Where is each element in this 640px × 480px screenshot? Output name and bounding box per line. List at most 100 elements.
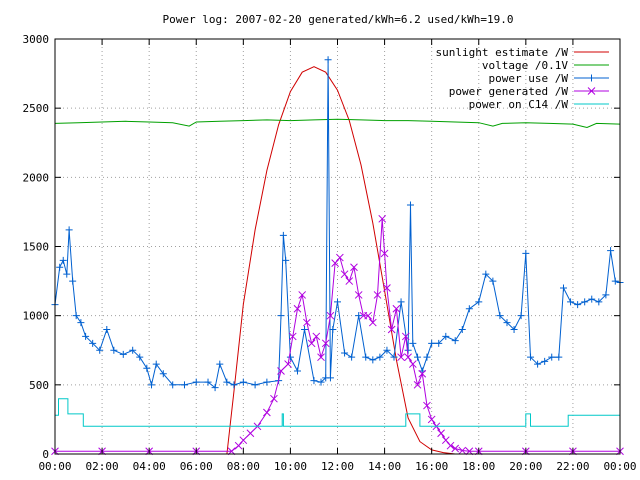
data-point-power-use-w [326,374,334,382]
data-point-power-generated-w [321,339,330,348]
data-point-power-use-w [341,349,349,357]
series-line-voltage-0-1v [54,118,621,129]
data-point-power-use-w [251,381,259,389]
data-point-power-use-w [192,378,200,386]
data-point-power-use-w [489,277,497,285]
data-point-power-use-w [362,353,370,361]
data-point-power-generated-w [373,291,382,299]
x-tick-label: 22:00 [556,460,589,473]
data-point-power-use-w [458,326,466,333]
legend-label-voltage-0-1v: voltage /0.1V [482,59,568,72]
data-point-power-use-w [59,256,67,264]
data-point-power-use-w [239,378,247,386]
legend-marker-power-use-w [588,74,595,82]
x-tick-label: 20:00 [509,460,542,473]
y-tick-label: 2000 [23,171,50,184]
data-point-power-use-w [383,346,391,354]
data-point-power-use-w [423,353,431,361]
data-point-power-use-w [282,256,290,264]
data-point-power-generated-w [437,429,445,438]
x-tick-label: 02:00 [86,460,119,473]
legend-label-power-on-c14-w: power on C14 /W [469,98,569,111]
data-point-power-use-w [397,298,405,306]
series-line-power-on-c14-w [55,398,620,427]
data-point-power-use-w [263,378,271,386]
y-tick-label: 2500 [23,102,50,115]
data-point-power-use-w [143,364,151,372]
data-point-power-use-w [279,231,287,239]
data-point-power-generated-w [401,332,410,341]
series-voltage-0-1v [54,118,621,129]
data-point-power-use-w [211,384,219,392]
series-sunlight-estimate-w [226,66,456,455]
data-point-power-use-w [293,367,301,375]
data-point-power-generated-w [413,380,422,389]
data-point-power-generated-w [239,436,248,445]
data-point-power-generated-w [380,249,389,258]
y-tick-label: 1000 [23,310,50,323]
data-point-power-use-w [169,381,177,389]
data-point-power-use-w [567,298,575,306]
data-point-power-generated-w [336,253,344,262]
data-point-power-use-w [65,226,73,234]
data-point-power-generated-w [298,291,307,299]
data-point-power-use-w [355,312,363,320]
data-point-power-use-w [376,353,384,361]
data-point-power-generated-w [303,318,311,327]
axis-ticks [54,38,621,455]
data-point-power-use-w [329,326,337,333]
data-point-power-use-w [223,378,231,386]
data-point-power-use-w [119,350,127,358]
data-point-power-use-w [409,339,417,347]
legend-label-power-use-w: power use /W [489,72,569,85]
data-point-power-generated-w [317,353,325,362]
data-point-power-use-w [406,201,414,209]
data-point-power-generated-w [418,369,427,378]
data-point-power-use-w [72,312,80,320]
data-point-power-use-w [204,378,212,386]
y-tick-label: 0 [42,448,49,461]
data-point-power-use-w [442,332,450,340]
data-point-power-use-w [89,339,97,347]
data-point-power-use-w [136,353,144,361]
data-point-power-use-w [588,295,596,303]
chart-title: Power log: 2007-02-20 generated/kWh=6.2 … [163,13,514,26]
data-point-power-use-w [595,298,603,306]
data-point-power-generated-w [408,360,417,368]
data-point-power-use-w [369,356,377,364]
data-point-power-generated-w [288,332,297,341]
data-point-power-generated-w [446,441,455,450]
data-point-power-generated-w [331,259,339,267]
data-point-power-generated-w [277,367,285,375]
data-point-power-generated-w [397,353,405,362]
data-point-power-use-w [56,263,64,271]
legend-label-sunlight-estimate-w: sunlight estimate /W [436,46,569,59]
data-point-power-use-w [414,353,422,361]
data-point-power-generated-w [284,360,292,368]
x-tick-label: 12:00 [321,460,354,473]
x-tick-label: 06:00 [180,460,213,473]
data-point-power-use-w [390,353,398,361]
x-tick-label: 04:00 [133,460,166,473]
data-point-power-use-w [103,326,111,333]
data-point-power-generated-w [441,436,450,445]
data-point-power-use-w [560,284,567,292]
data-point-power-generated-w [312,332,321,341]
data-point-power-use-w [581,298,589,306]
data-point-power-generated-w [345,277,354,285]
data-point-power-use-w [180,381,188,389]
data-point-power-use-w [159,370,167,378]
data-point-power-generated-w [383,284,391,292]
data-point-power-generated-w [427,415,436,424]
series-power-generated-w [51,214,624,456]
data-point-power-use-w [348,353,356,361]
data-point-power-use-w [77,319,85,327]
legend-label-power-generated-w: power generated /W [449,85,569,98]
x-tick-label: 16:00 [415,460,448,473]
series-power-on-c14-w [55,398,620,427]
data-point-power-use-w [574,301,582,309]
data-point-power-use-w [465,305,473,313]
y-tick-label: 3000 [23,33,50,46]
data-point-power-use-w [317,378,325,386]
